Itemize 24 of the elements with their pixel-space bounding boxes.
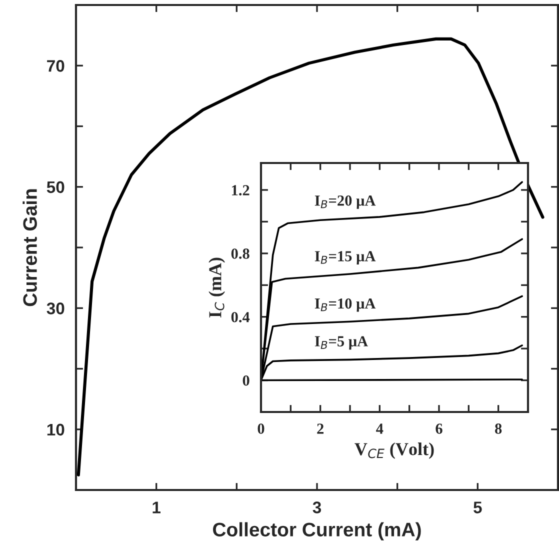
series-label: I$_{B}$=10 μA [314, 298, 376, 312]
x-tick-label: 3 [312, 502, 322, 514]
x-tick-label: 8 [495, 424, 502, 434]
x-axis-title: Collector Current (mA) [213, 522, 421, 540]
x-tick-label: 4 [376, 424, 384, 434]
x-tick-label: 6 [436, 424, 442, 434]
series-label: I$_{B}$=20 μA [314, 195, 376, 209]
y-tick-label: 70 [47, 60, 64, 72]
y-tick-label: 0.8 [231, 248, 250, 259]
x-tick-label: 5 [474, 502, 482, 514]
series-label: I$_{B}$=5 μA [314, 336, 368, 350]
x-tick-label: 1 [152, 502, 161, 514]
y-tick-label: 30 [46, 302, 64, 314]
y-tick-label: 0.4 [231, 312, 250, 322]
y-axis-title: I$_{C}$ (mA) [208, 258, 225, 318]
y-axis-title: Current Gain [22, 189, 37, 306]
x-axis-title: V$_{CE}$ (Volt) [354, 442, 434, 459]
y-tick-label: 50 [46, 181, 64, 194]
y-tick-label: 0 [242, 375, 250, 386]
series-label: I$_{B}$=15 μA [314, 251, 376, 264]
y-tick-label: 1.2 [232, 185, 250, 196]
y-tick-label: 10 [47, 424, 64, 436]
x-tick-label: 2 [317, 424, 324, 434]
x-tick-label: 0 [258, 424, 264, 434]
